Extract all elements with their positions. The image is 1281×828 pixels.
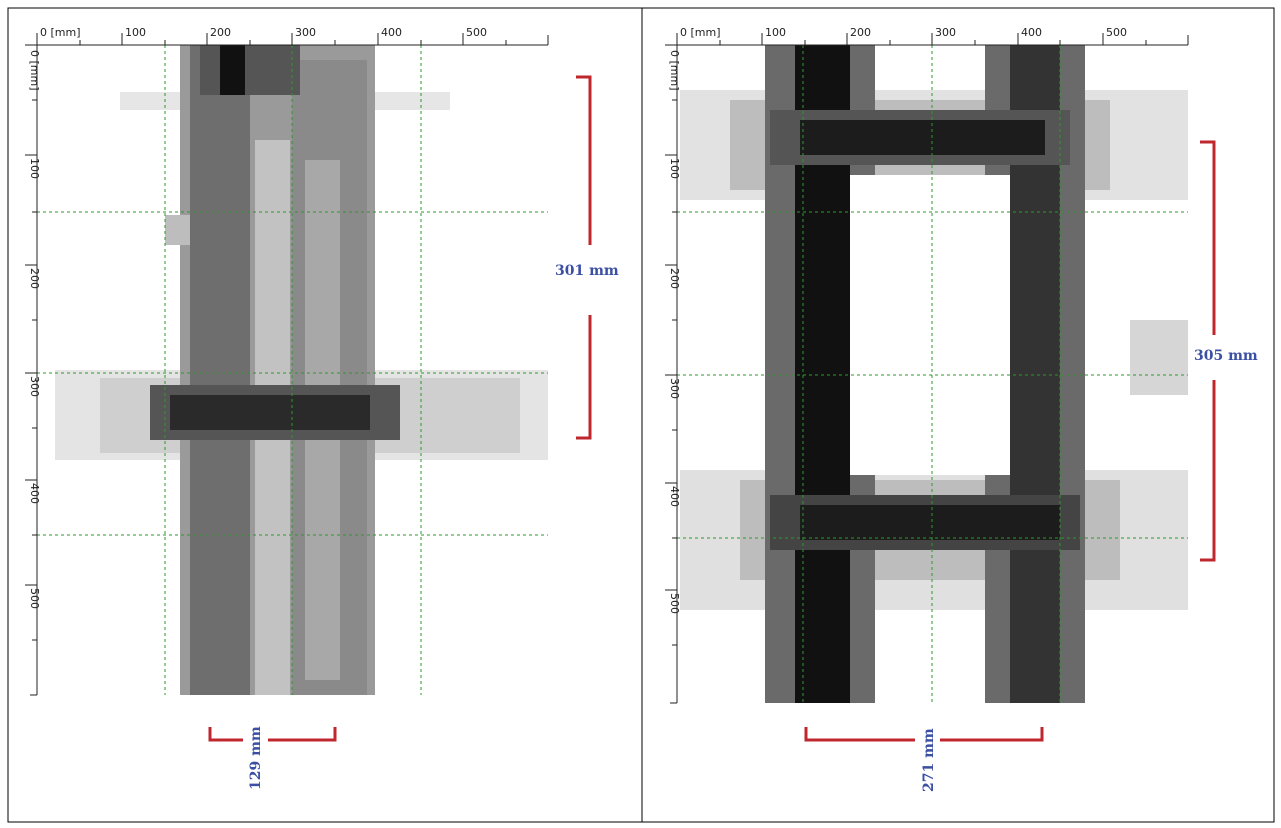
grid-right	[677, 45, 1188, 703]
axes-left	[25, 33, 549, 696]
x-tick-label: 200	[210, 26, 231, 39]
y-tick-label: 100	[668, 158, 681, 179]
y-tick-label: 300	[28, 376, 41, 397]
x-tick-label: 300	[935, 26, 956, 39]
y-tick-label: 400	[28, 483, 41, 504]
dimension-label: 129 mm	[248, 726, 264, 790]
y-tick-label: 100	[28, 158, 41, 179]
x-tick-label: 500	[466, 26, 487, 39]
x-tick-label: 200	[850, 26, 871, 39]
y-tick-label: 500	[668, 593, 681, 614]
x-tick-label: 0 [mm]	[40, 26, 81, 39]
scan-image-left	[55, 45, 548, 695]
y-tick-label: 400	[668, 486, 681, 507]
y-tick-label: 300	[668, 378, 681, 399]
y-tick-label: 0 [mm]	[28, 50, 41, 91]
y-tick-label: 200	[668, 268, 681, 289]
x-tick-label: 100	[765, 26, 786, 39]
x-tick-label: 100	[125, 26, 146, 39]
dimension-label: 301 mm	[555, 263, 619, 279]
dimension-bracket	[208, 75, 592, 742]
y-tick-label: 0 [mm]	[668, 50, 681, 91]
x-tick-label: 400	[381, 26, 402, 39]
y-tick-label: 500	[28, 588, 41, 609]
grid-left	[37, 45, 548, 695]
dimension-label: 271 mm	[921, 728, 937, 792]
x-tick-label: 400	[1021, 26, 1042, 39]
x-tick-label: 0 [mm]	[680, 26, 721, 39]
x-tick-label: 500	[1106, 26, 1127, 39]
axes-right	[665, 33, 1189, 704]
y-tick-label: 200	[28, 268, 41, 289]
dimension-bracket	[804, 140, 1216, 742]
x-tick-label: 300	[295, 26, 316, 39]
dimension-label: 305 mm	[1194, 348, 1258, 364]
